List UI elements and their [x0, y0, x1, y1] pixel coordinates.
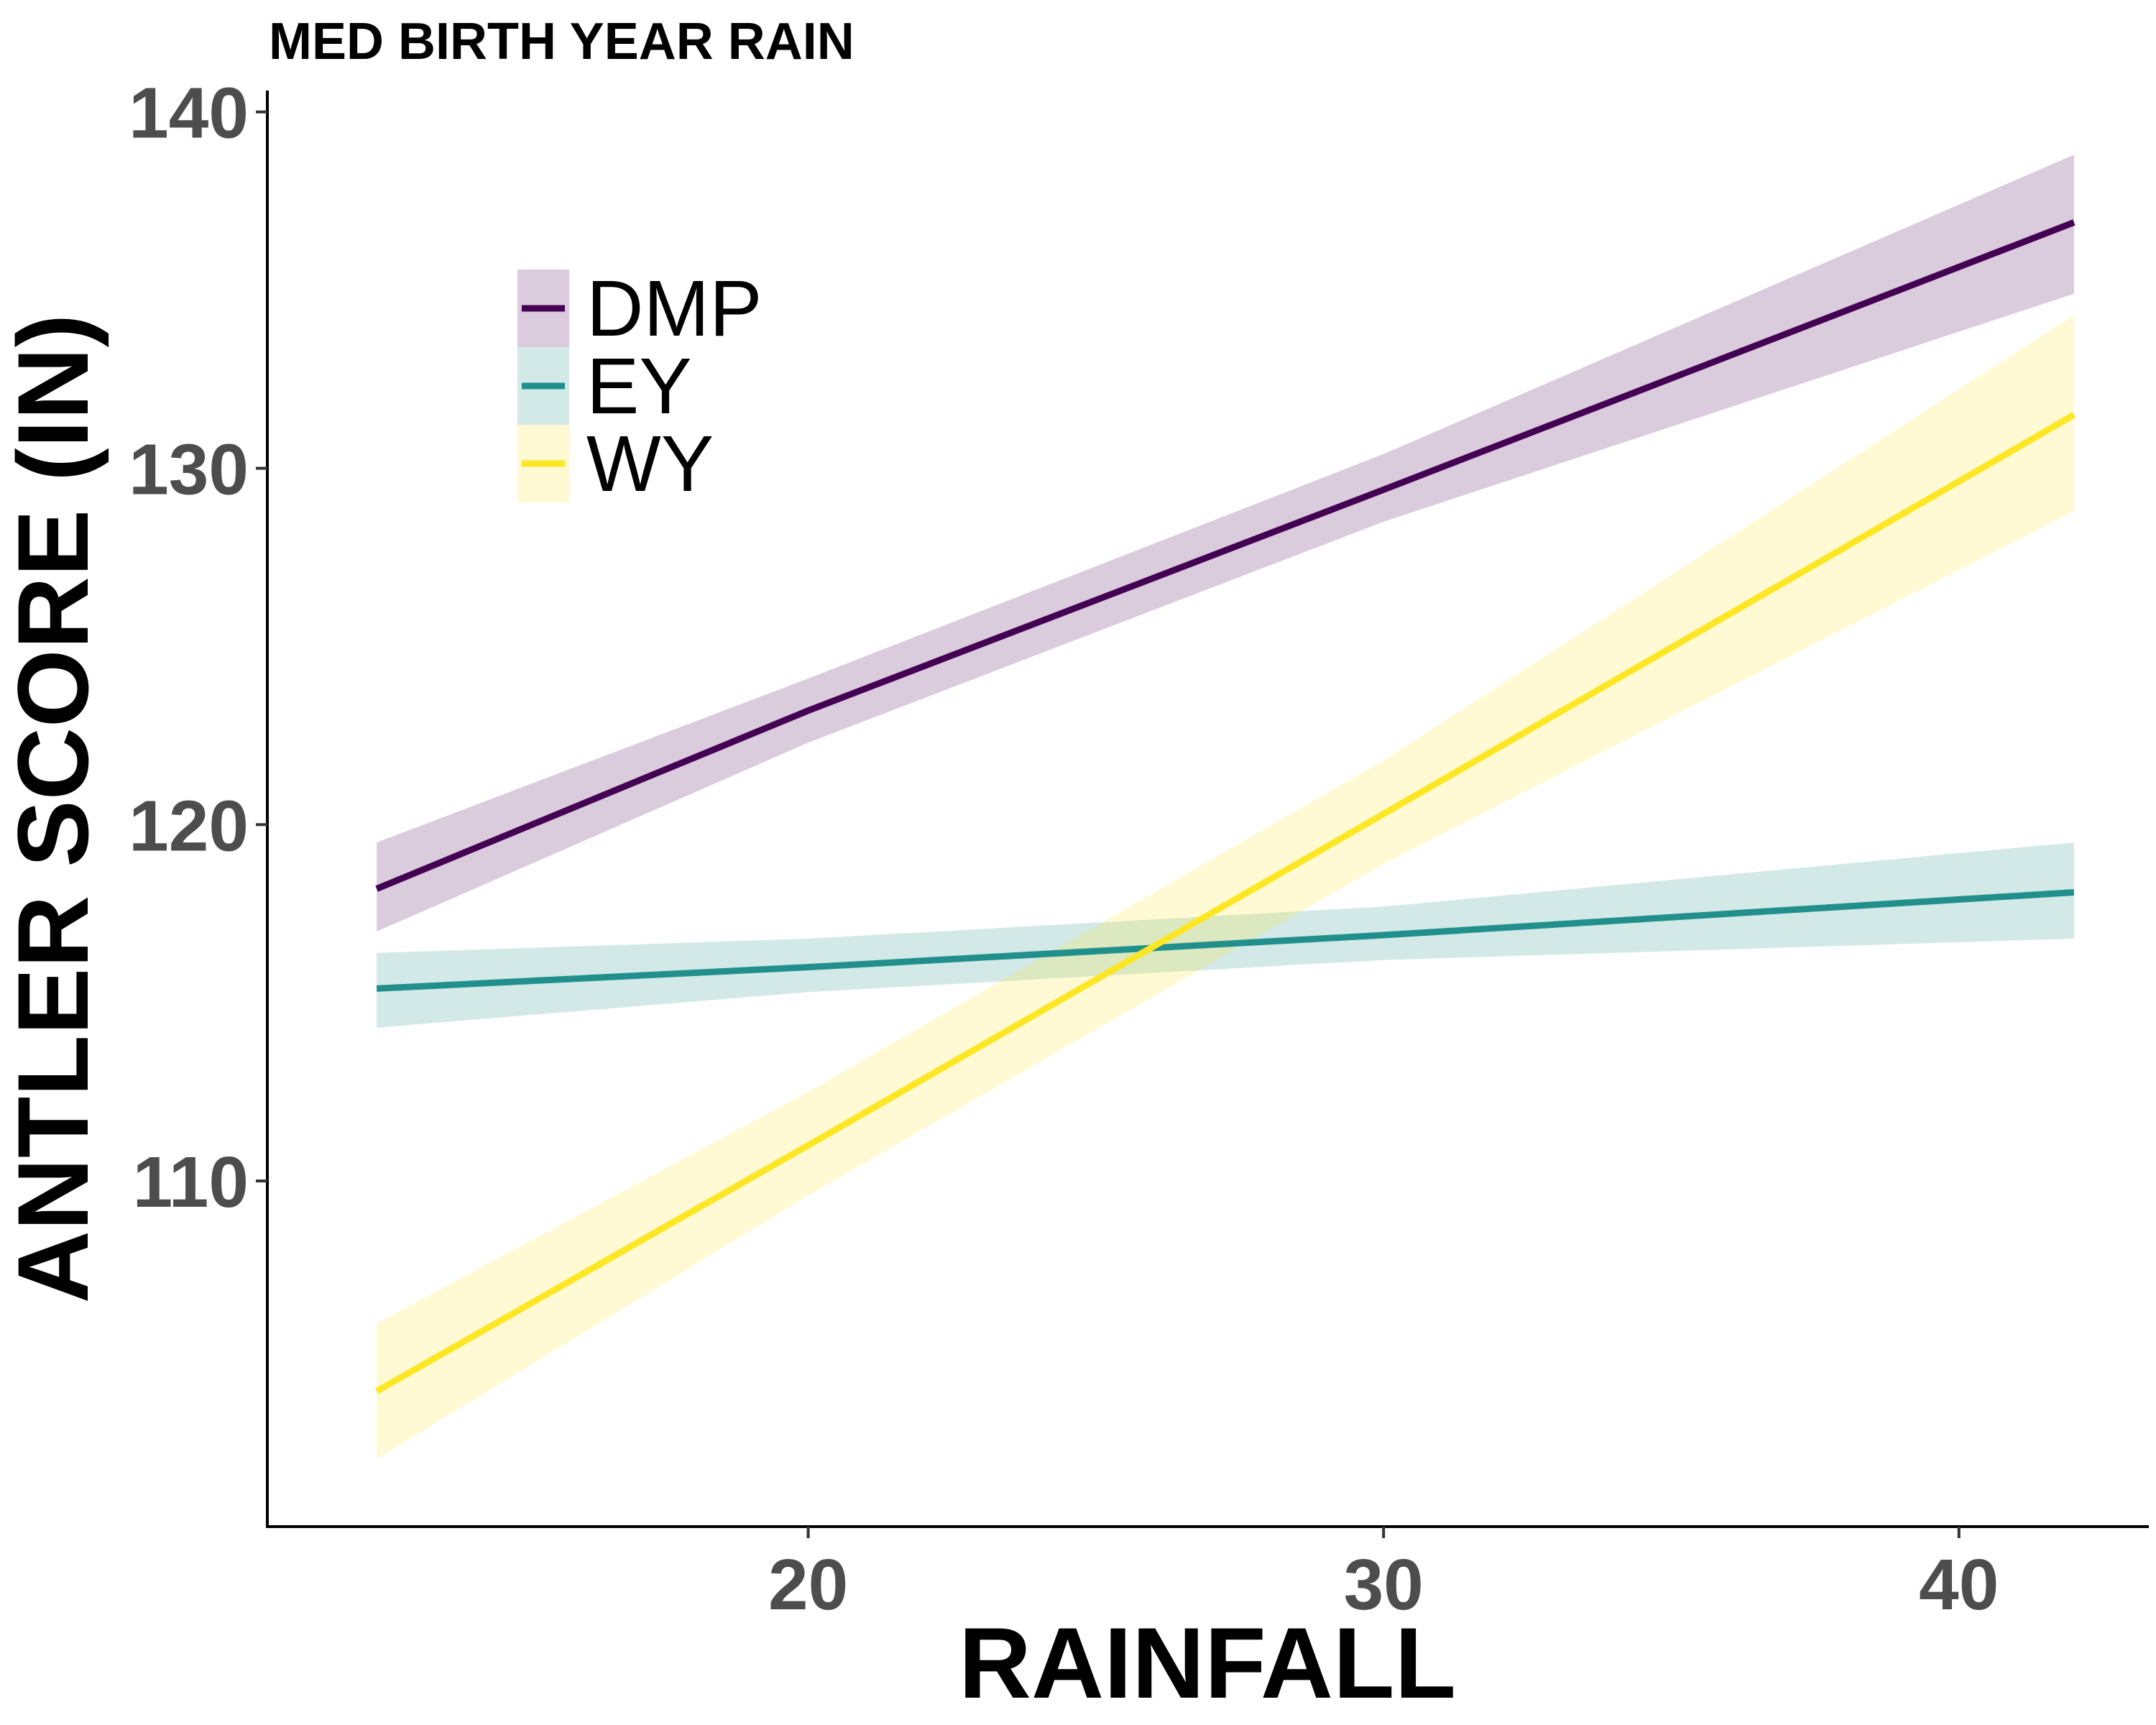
legend-label: DMP [586, 264, 762, 353]
chart-title: MED BIRTH YEAR RAIN [269, 13, 854, 70]
line-wy [374, 412, 2076, 1394]
band-dmp [377, 155, 2074, 932]
y-axis-ticks: 110 120 130 140 [129, 73, 267, 1223]
y-tick-label: 140 [129, 73, 249, 154]
y-tick-label: 120 [129, 786, 249, 866]
series-lines [374, 219, 2076, 1394]
band-ey [377, 842, 2074, 1028]
x-tick-label: 40 [1919, 1545, 1999, 1625]
line-dmp [375, 219, 2076, 892]
y-axis-title: ANTLER SCORE (IN) [0, 314, 109, 1304]
legend-label: EY [586, 342, 692, 431]
x-axis-title: RAINFALL [959, 1606, 1456, 1719]
legend-label: WY [586, 420, 714, 508]
x-tick-label: 20 [768, 1545, 848, 1625]
band-wy [377, 315, 2074, 1459]
x-axis-ticks: 20 30 40 [768, 1527, 1999, 1625]
line-ey [376, 889, 2075, 992]
confidence-bands [377, 155, 2074, 1459]
legend-item-ey: EY [517, 342, 692, 431]
legend-item-dmp: DMP [517, 264, 762, 353]
y-tick-label: 130 [129, 430, 249, 510]
x-tick-label: 30 [1344, 1545, 1424, 1625]
y-tick-label: 110 [133, 1142, 249, 1223]
legend-item-wy: WY [517, 420, 714, 508]
